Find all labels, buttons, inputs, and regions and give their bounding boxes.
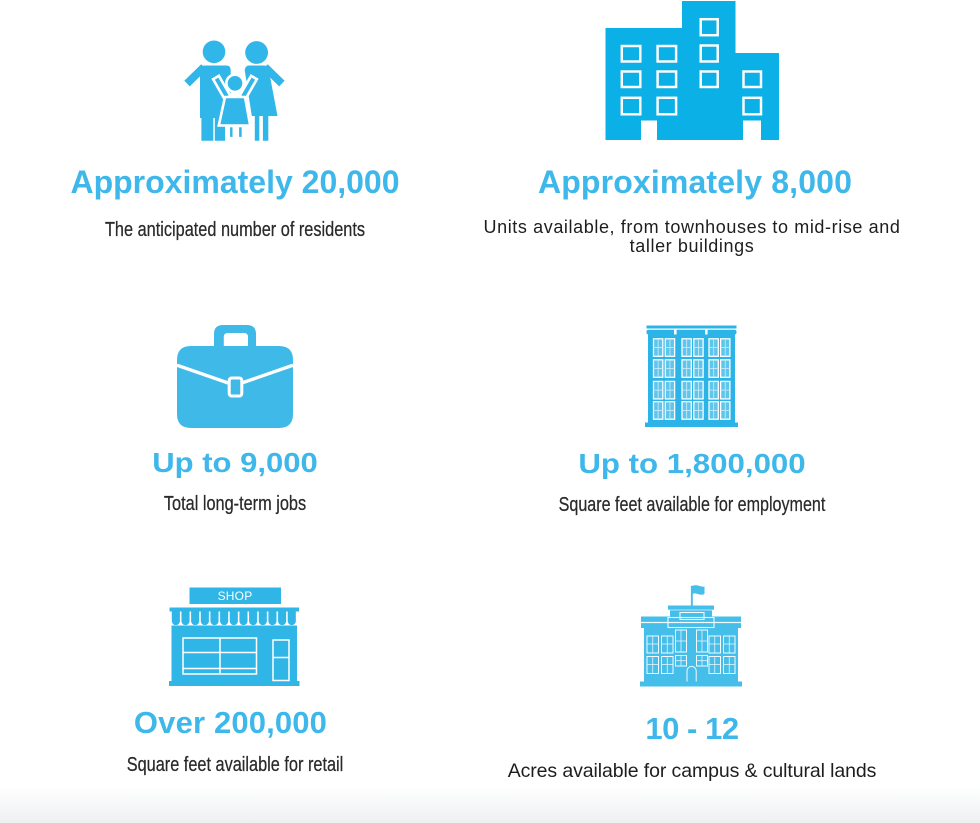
svg-text:SHOP: SHOP [218, 589, 253, 603]
